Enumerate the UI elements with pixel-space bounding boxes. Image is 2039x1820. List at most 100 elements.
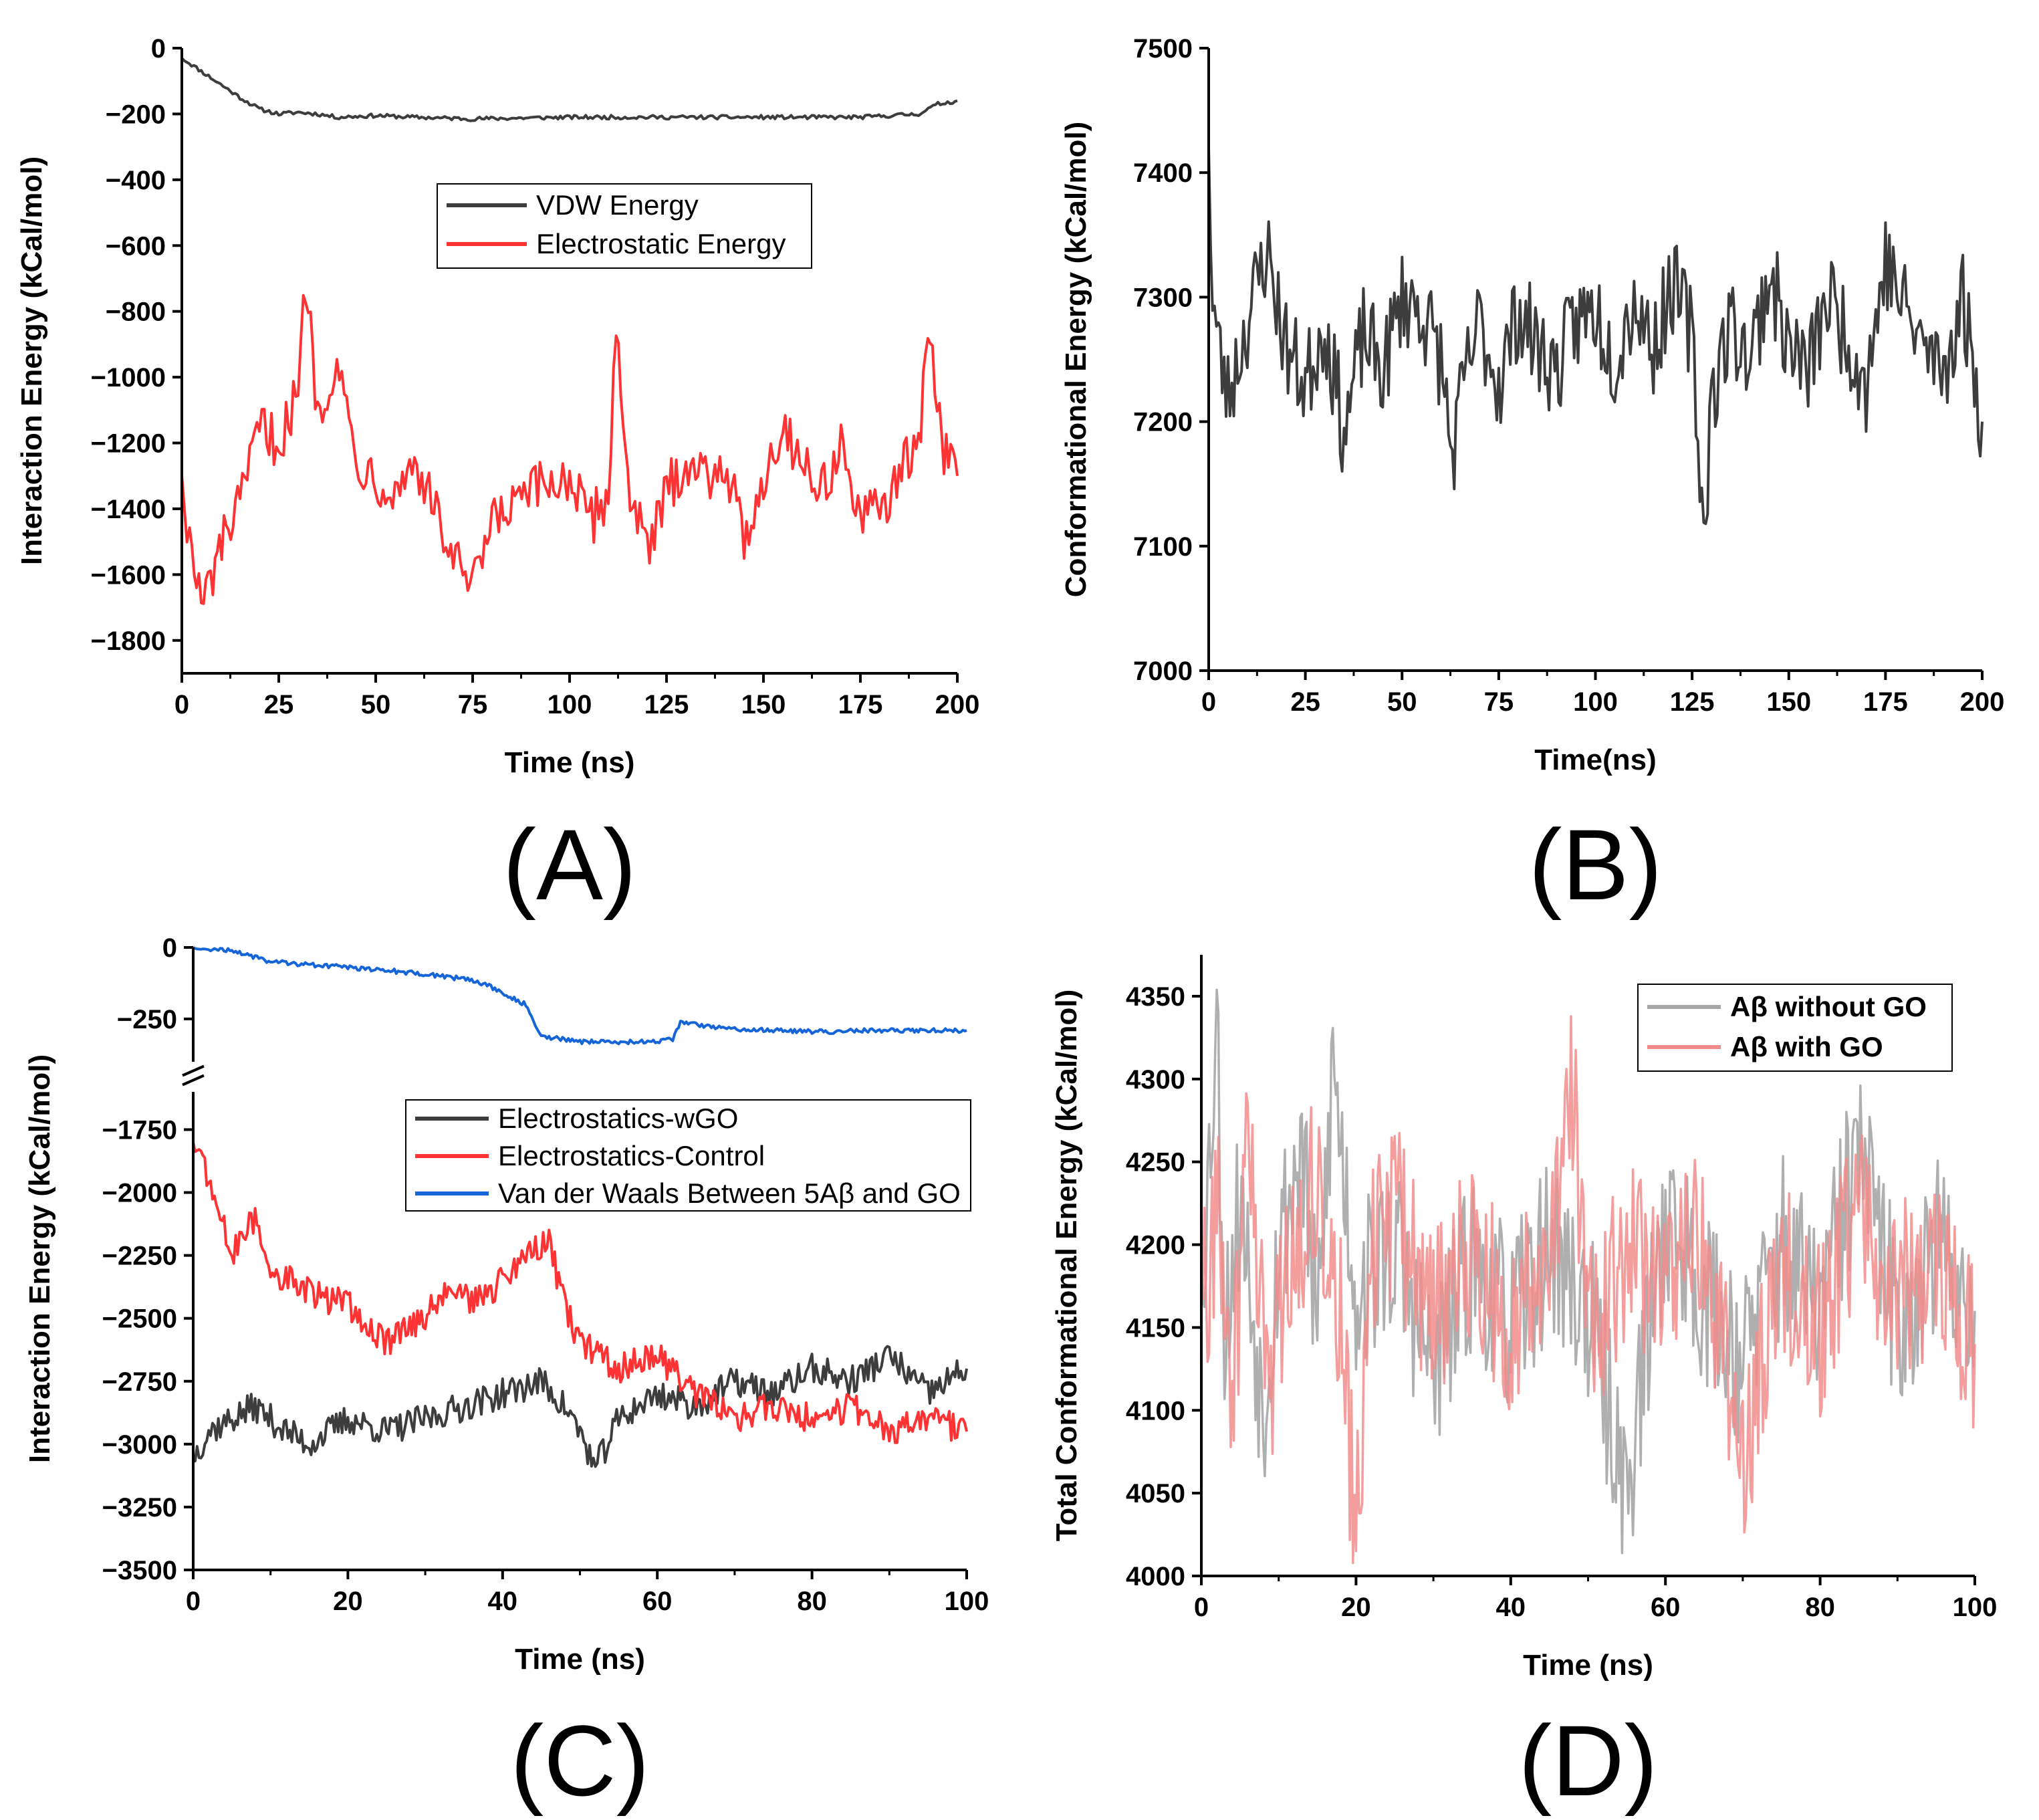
x-tick-label: 75: [458, 690, 488, 719]
y-tick-label: −1000: [91, 363, 166, 392]
series-line-conformational-energy: [1207, 147, 1984, 526]
y-axis-title: Total Conformational Energy (kCal/mol): [1050, 990, 1083, 1541]
y-axis-title: Interaction Energy (kCal/mol): [15, 156, 48, 565]
y-tick-label: −1750: [102, 1115, 177, 1145]
x-axis-title: Time(ns): [1534, 744, 1657, 776]
panel-d: 4000 4050 4100 4150 4200 4250 4300 4350 0 20 40 60 8…: [1050, 955, 1997, 1817]
y-tick-label: 4250: [1126, 1148, 1185, 1177]
series-line-a-without-go: [1200, 988, 1976, 1555]
y-tick-label: −200: [106, 100, 166, 129]
legend-label: Electrostatics-Control: [498, 1140, 765, 1171]
x-tick-label: 40: [488, 1587, 518, 1616]
legend-label: Electrostatic Energy: [536, 228, 786, 259]
y-tick-label: 7000: [1133, 657, 1193, 686]
x-axis-title: Time (ns): [505, 746, 635, 779]
legend-label: VDW Energy: [536, 189, 699, 221]
y-tick-label: −1200: [91, 429, 166, 459]
y-tick-label: 0: [151, 34, 166, 64]
x-tick-label: 125: [1670, 687, 1715, 717]
x-tick-label: 0: [1201, 687, 1216, 717]
y-tick-label: −2750: [102, 1367, 177, 1397]
x-tick-label: 80: [1805, 1593, 1835, 1622]
y-tick-label: −1800: [91, 627, 166, 656]
y-tick-label: 4100: [1126, 1396, 1185, 1426]
series-line-a-with-go: [1200, 1015, 1976, 1565]
y-tick-label: −1400: [91, 495, 166, 524]
axis-break-mark: [182, 1074, 205, 1087]
x-tick-label: 25: [264, 690, 294, 719]
series-line-van-der-waals-between-5a-and-go: [193, 946, 967, 1046]
legend-label: Van der Waals Between 5Aβ and GO: [498, 1177, 961, 1209]
x-tick-label: 0: [1194, 1593, 1209, 1622]
series-line-vdw-energy: [181, 57, 958, 122]
series-line-electrostatic-energy: [181, 294, 959, 605]
panel-label: (D): [1518, 1704, 1657, 1817]
x-tick-label: 150: [1766, 687, 1811, 717]
y-axis-title: Conformational Energy (kCal/mol): [1060, 122, 1092, 597]
y-tick-label: 7100: [1133, 532, 1193, 562]
y-tick-label: 4000: [1126, 1562, 1185, 1591]
y-tick-label: −3500: [102, 1556, 177, 1585]
y-tick-label: 4200: [1126, 1231, 1185, 1260]
y-tick-label: 7300: [1133, 283, 1193, 312]
y-tick-label: 0: [162, 933, 177, 963]
legend-box: [437, 183, 812, 269]
panel-b: 7000 7100 7200 7300 7400 7500 0 25 50 75 100 125 150…: [1060, 34, 2004, 921]
x-tick-label: 20: [333, 1587, 363, 1616]
y-tick-label: 7500: [1133, 34, 1193, 64]
x-tick-label: 200: [1960, 687, 2005, 717]
x-tick-label: 100: [548, 690, 592, 719]
legend-label: Aβ with GO: [1730, 1031, 1883, 1062]
x-tick-label: 0: [174, 690, 189, 719]
axis-break-mark: [182, 1064, 205, 1077]
x-tick-label: 200: [935, 690, 980, 719]
y-tick-label: −400: [106, 166, 166, 195]
x-tick-label: 40: [1496, 1593, 1526, 1622]
y-tick-label: 4350: [1126, 982, 1185, 1012]
x-tick-label: 100: [1953, 1593, 1998, 1622]
y-axis-title: Interaction Energy (kCal/mol): [23, 1054, 56, 1463]
legend-box: [1637, 984, 1953, 1072]
panel-a: 0 −200 −400 −600 −800 −1000 −1200 −1400 −1600 −18…: [15, 34, 979, 921]
y-tick-label: 7200: [1133, 408, 1193, 437]
x-tick-label: 60: [1651, 1593, 1681, 1622]
x-tick-label: 75: [1484, 687, 1514, 717]
x-axis-title: Time (ns): [515, 1643, 645, 1676]
y-tick-label: −2250: [102, 1242, 177, 1271]
y-tick-label: 4300: [1126, 1065, 1185, 1095]
series-line-electrostatics-control: [192, 1141, 968, 1444]
x-tick-label: 0: [186, 1587, 201, 1616]
x-tick-label: 20: [1341, 1593, 1371, 1622]
y-tick-label: 7400: [1133, 158, 1193, 188]
y-tick-label: −3000: [102, 1430, 177, 1460]
x-tick-label: 60: [642, 1587, 673, 1616]
x-tick-label: 175: [1863, 687, 1908, 717]
legend-label: Electrostatics-wGO: [498, 1103, 738, 1134]
legend-label: Aβ without GO: [1730, 991, 1927, 1022]
panel-label: (A): [503, 808, 636, 921]
x-tick-label: 175: [838, 690, 883, 719]
y-tick-label: −2000: [102, 1179, 177, 1208]
x-tick-label: 100: [945, 1587, 989, 1616]
x-tick-label: 50: [1387, 687, 1417, 717]
x-tick-label: 25: [1290, 687, 1320, 717]
y-tick-label: −250: [117, 1005, 177, 1034]
y-tick-label: −1600: [91, 560, 166, 590]
y-tick-label: 4150: [1126, 1313, 1185, 1343]
y-tick-label: −600: [106, 231, 166, 261]
x-tick-label: 80: [797, 1587, 827, 1616]
y-tick-label: −800: [106, 298, 166, 327]
x-tick-label: 100: [1573, 687, 1618, 717]
y-tick-label: −2500: [102, 1304, 177, 1334]
panel-label: (C): [510, 1704, 649, 1817]
legend-box: [405, 1099, 971, 1212]
series-line-electrostatics-wgo: [192, 1345, 968, 1468]
x-tick-label: 150: [741, 690, 786, 719]
x-tick-label: 125: [644, 690, 689, 719]
x-axis-title: Time (ns): [1523, 1649, 1653, 1682]
panel-label: (B): [1529, 808, 1663, 921]
x-tick-label: 50: [361, 690, 391, 719]
panel-c: 0 −250 −1750 −2000 −2250 −2500 −2750 −3000 −3250…: [23, 933, 989, 1817]
y-tick-label: −3250: [102, 1493, 177, 1522]
